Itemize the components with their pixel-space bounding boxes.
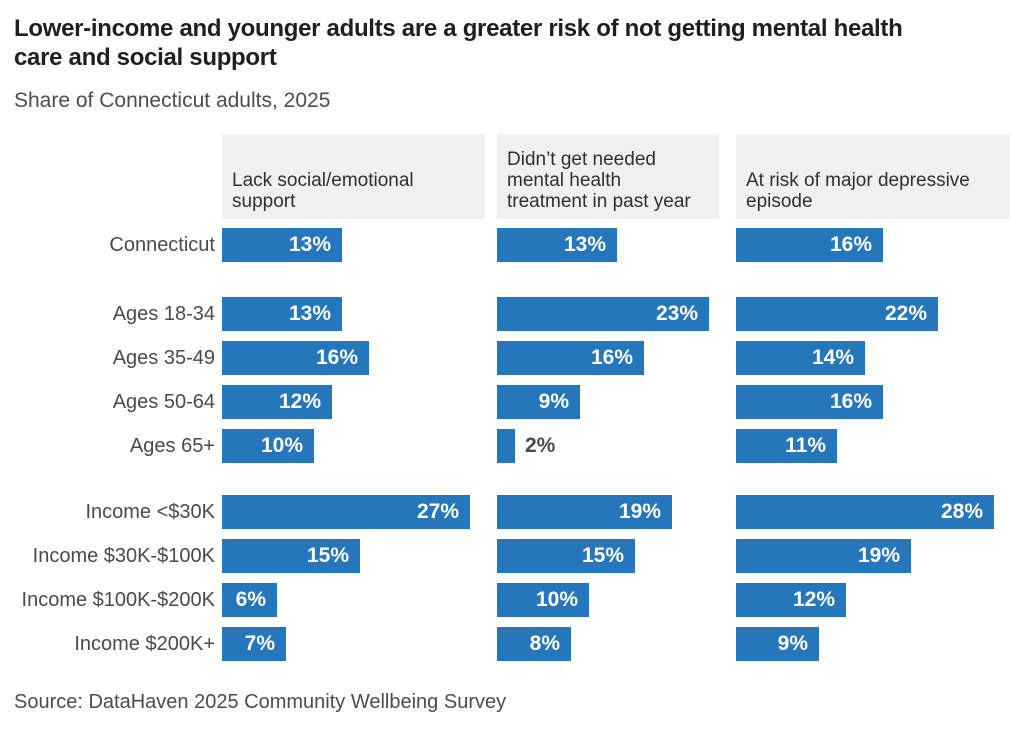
bar-value-label: 22% bbox=[884, 302, 927, 325]
bar: 13% bbox=[497, 228, 617, 262]
bar: 28% bbox=[736, 495, 994, 529]
bar-value-label: 13% bbox=[288, 302, 331, 325]
bar: 9% bbox=[736, 627, 819, 661]
bar: 8% bbox=[497, 627, 571, 661]
chart-title: Lower-income and younger adults are a gr… bbox=[14, 14, 1014, 72]
bar-value-label: 16% bbox=[829, 390, 872, 413]
bar: 9% bbox=[497, 385, 580, 419]
bar-value-label: 19% bbox=[857, 544, 900, 567]
bar: 13% bbox=[222, 228, 342, 262]
row-label: Income $30K-$100K bbox=[32, 545, 215, 567]
source-note: Source: DataHaven 2025 Community Wellbei… bbox=[14, 691, 507, 713]
chart-title-line-2: care and social support bbox=[14, 44, 277, 71]
bar-value-label: 7% bbox=[244, 632, 275, 655]
bar-value-label: 16% bbox=[315, 346, 358, 369]
row-label: Income $200K+ bbox=[74, 633, 215, 655]
bar: 15% bbox=[222, 539, 360, 573]
bar-value-label: 27% bbox=[416, 500, 459, 523]
panel-header-text: Lack social/emotional bbox=[232, 170, 414, 191]
bar-value-label: 12% bbox=[278, 390, 321, 413]
bar-value-label: 11% bbox=[785, 434, 826, 457]
bar: 13% bbox=[222, 297, 342, 331]
bar-value-label: 28% bbox=[940, 500, 983, 523]
row-label: Ages 65+ bbox=[129, 435, 215, 457]
bar-value-label: 8% bbox=[529, 632, 560, 655]
bar-value-label: 14% bbox=[811, 346, 854, 369]
bar bbox=[497, 429, 515, 463]
bar: 22% bbox=[736, 297, 938, 331]
bar-value-label: 12% bbox=[792, 588, 835, 611]
row-label: Ages 50-64 bbox=[112, 391, 215, 413]
bar-value-label: 15% bbox=[581, 544, 624, 567]
row-label: Ages 18-34 bbox=[112, 303, 215, 325]
bar-value-label: 13% bbox=[288, 233, 331, 256]
bar-value-label: 9% bbox=[777, 632, 808, 655]
bar-value-label: 23% bbox=[655, 302, 698, 325]
panel-header-1: Lack social/emotional support bbox=[222, 134, 485, 219]
panel-header-2: Didn’t get needed mental health treatment … bbox=[497, 134, 719, 219]
panel-header-text: episode bbox=[746, 191, 813, 212]
bar: 7% bbox=[222, 627, 286, 661]
panel-header-3: At risk of major depressive episode bbox=[736, 134, 1010, 219]
bar: 16% bbox=[497, 341, 644, 375]
bar: 12% bbox=[736, 583, 846, 617]
bar: 15% bbox=[497, 539, 635, 573]
panel-header-text: support bbox=[232, 191, 296, 212]
bar: 16% bbox=[736, 385, 883, 419]
bar-value-label: 2% bbox=[525, 434, 556, 457]
bar: 16% bbox=[736, 228, 883, 262]
row-label: Connecticut bbox=[109, 234, 215, 256]
bar-value-label: 10% bbox=[260, 434, 303, 457]
panel-header-text: mental health bbox=[507, 170, 622, 191]
bar: 14% bbox=[736, 341, 865, 375]
chart-title-line-1: Lower-income and younger adults are a gr… bbox=[14, 15, 903, 42]
bar: 23% bbox=[497, 297, 709, 331]
bar: 27% bbox=[222, 495, 470, 529]
bar-value-label: 10% bbox=[535, 588, 578, 611]
bar: 10% bbox=[222, 429, 314, 463]
bar-value-label: 15% bbox=[306, 544, 349, 567]
chart-subtitle: Share of Connecticut adults, 2025 bbox=[14, 89, 331, 112]
bar: 6% bbox=[222, 583, 277, 617]
bar: 12% bbox=[222, 385, 332, 419]
panel-header-text: Didn’t get needed bbox=[507, 149, 656, 170]
bar-value-label: 16% bbox=[590, 346, 633, 369]
row-label: Income <$30K bbox=[85, 501, 215, 523]
bar: 16% bbox=[222, 341, 369, 375]
bar: 19% bbox=[736, 539, 911, 573]
panel-header-text: At risk of major depressive bbox=[746, 170, 970, 191]
bar-value-label: 16% bbox=[829, 233, 872, 256]
panel-header-text: treatment in past year bbox=[507, 191, 691, 212]
bar-value-label: 19% bbox=[618, 500, 661, 523]
bar: 19% bbox=[497, 495, 672, 529]
row-label: Ages 35-49 bbox=[112, 347, 215, 369]
bar: 11% bbox=[736, 429, 837, 463]
bar-value-label: 6% bbox=[235, 588, 266, 611]
bar-value-label: 9% bbox=[538, 390, 569, 413]
bar: 10% bbox=[497, 583, 589, 617]
bar-value-label: 13% bbox=[563, 233, 606, 256]
row-label: Income $100K-$200K bbox=[21, 589, 215, 611]
